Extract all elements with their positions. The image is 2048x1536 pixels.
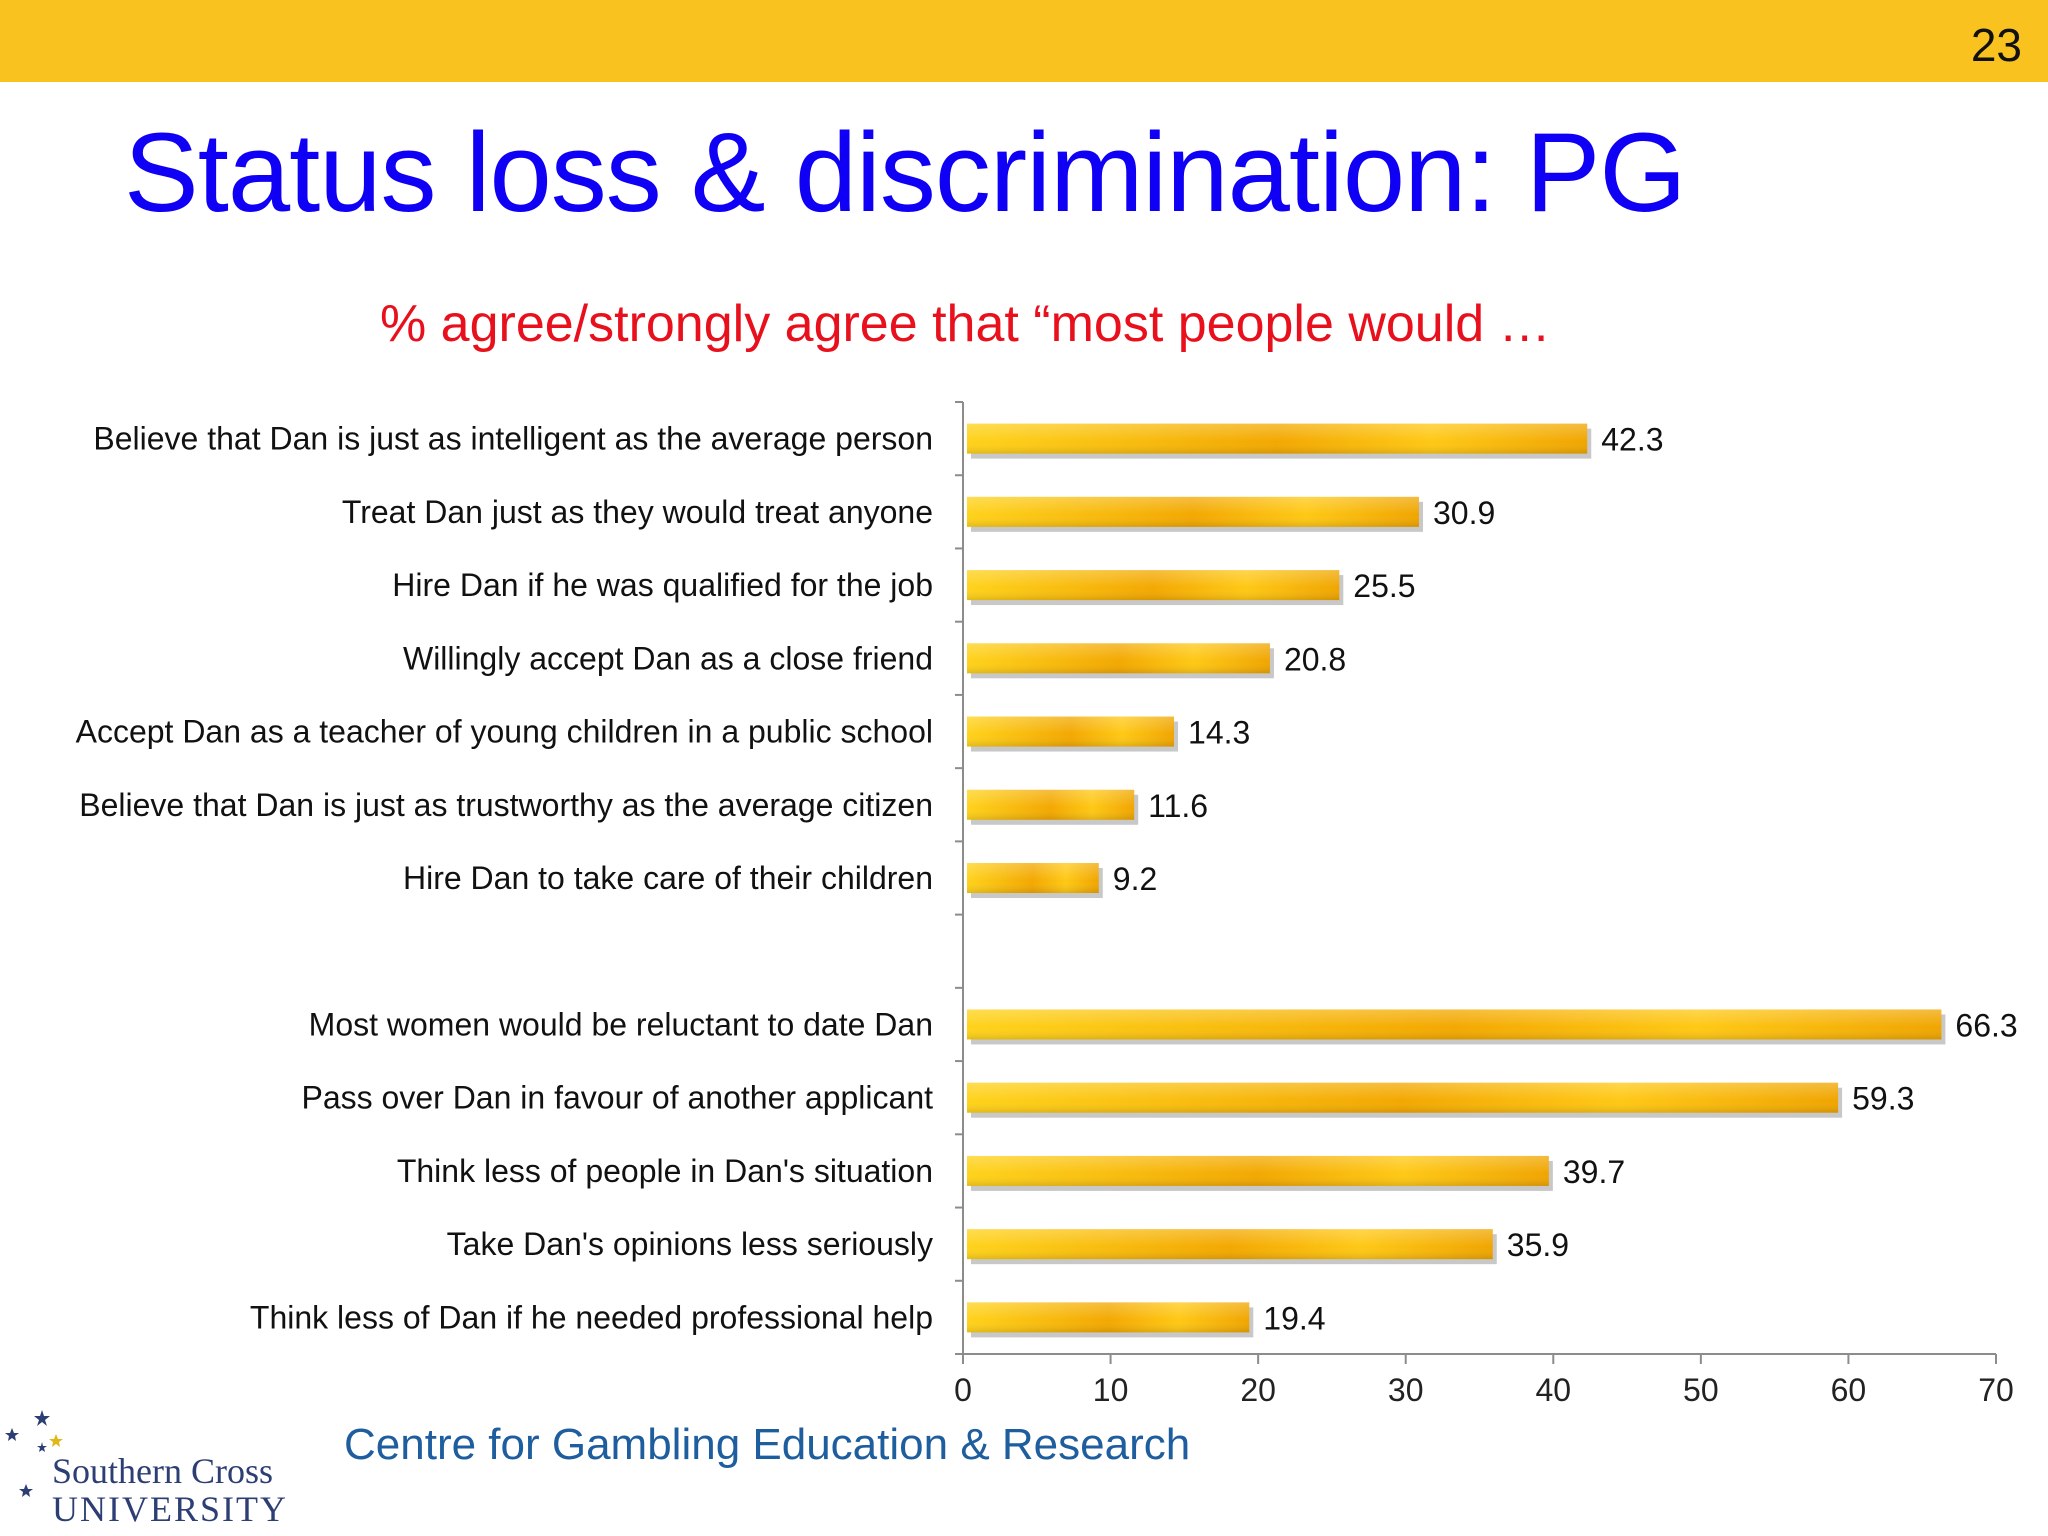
page-number: 23 [1970,19,2022,71]
x-tick-label: 0 [954,1372,972,1408]
x-tick-label: 20 [1240,1372,1276,1408]
x-tick-label: 30 [1388,1372,1424,1408]
bar-highlight [967,1009,1942,1040]
bar-highlight [967,1229,1493,1260]
logo-text-line2: UNIVERSITY [52,1489,288,1529]
data-label: 14.3 [1188,715,1250,751]
data-label: 30.9 [1433,495,1495,531]
bar-highlight [967,643,1270,674]
category-label: Accept Dan as a teacher of young childre… [76,714,933,750]
data-label: 20.8 [1284,641,1346,677]
bar-highlight [967,570,1340,601]
top-bar [0,0,2048,82]
chart-title: % agree/strongly agree that “most people… [380,295,1551,353]
bar-highlight [967,789,1135,820]
data-label: 11.6 [1148,788,1208,824]
university-logo: Southern Cross UNIVERSITY [0,1396,330,1536]
data-label: 42.3 [1601,422,1663,458]
southern-cross-stars-icon [5,1410,63,1497]
category-label: Hire Dan to take care of their children [403,860,933,896]
category-label: Think less of Dan if he needed professio… [250,1299,933,1335]
category-label: Believe that Dan is just as intelligent … [93,421,933,457]
category-label: Pass over Dan in favour of another appli… [302,1080,934,1116]
data-label: 66.3 [1955,1007,2017,1043]
category-label: Treat Dan just as they would treat anyon… [342,494,933,530]
bar-highlight [967,1155,1549,1186]
logo-text-line1: Southern Cross [52,1451,274,1491]
slide-title: Status loss & discrimination: PG [124,110,1686,235]
bar-highlight [967,496,1419,527]
x-tick-label: 40 [1535,1372,1571,1408]
data-label: 39.7 [1563,1154,1625,1190]
x-tick-label: 70 [1978,1372,2014,1408]
bar-highlight [967,1082,1839,1113]
data-label: 35.9 [1507,1227,1569,1263]
bar-highlight [967,1302,1250,1333]
data-label: 9.2 [1113,861,1157,897]
bar-highlight [967,716,1175,747]
category-label: Take Dan's opinions less seriously [447,1226,933,1262]
x-tick-label: 60 [1831,1372,1867,1408]
footer-text: Centre for Gambling Education & Research [344,1420,1191,1469]
category-label: Think less of people in Dan's situation [397,1153,933,1189]
category-label: Most women would be reluctant to date Da… [309,1006,933,1042]
x-tick-label: 10 [1093,1372,1129,1408]
x-tick-label: 50 [1683,1372,1719,1408]
bar-highlight [967,863,1099,893]
data-label: 25.5 [1353,568,1415,604]
category-label: Willingly accept Dan as a close friend [403,640,933,676]
data-label: 19.4 [1263,1300,1325,1336]
category-label: Hire Dan if he was qualified for the job [392,567,933,603]
data-label: 59.3 [1852,1081,1914,1117]
category-label: Believe that Dan is just as trustworthy … [79,787,933,823]
bar-highlight [967,423,1588,454]
